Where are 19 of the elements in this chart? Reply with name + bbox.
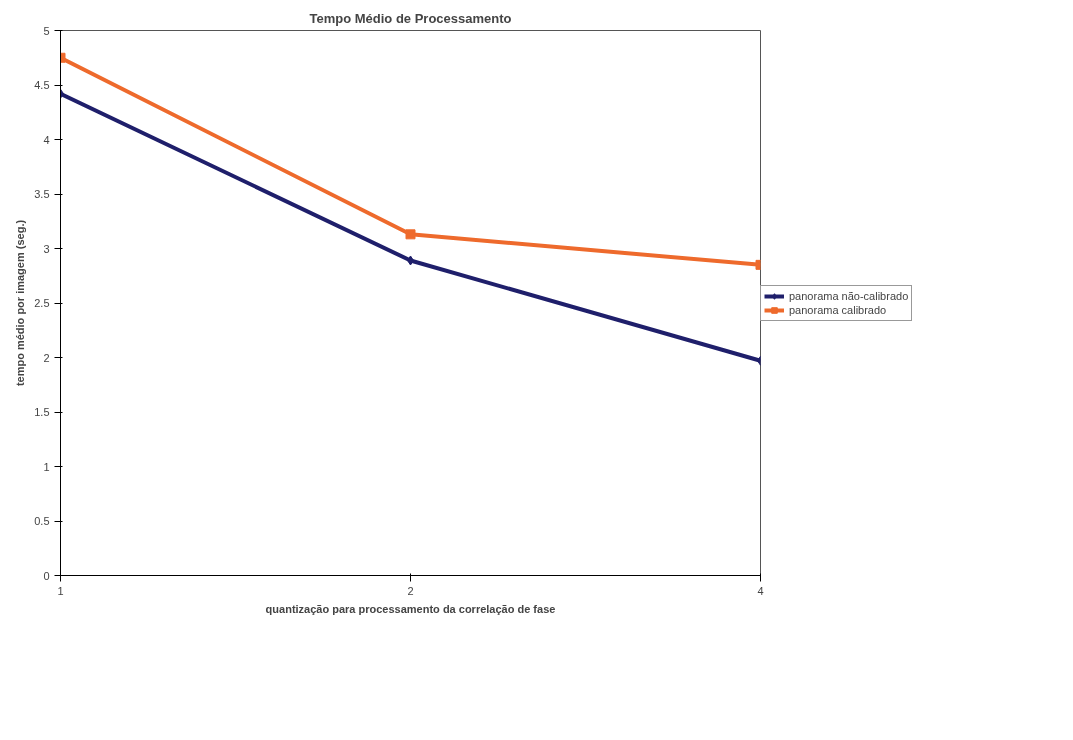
legend-label: panorama não-calibrado [789,288,909,303]
y-tick-label: 2 [43,351,50,364]
y-tick-label: 1 [43,460,50,473]
y-tick-label: 3 [43,242,50,255]
y-tick-label: 4.5 [34,79,50,91]
x-tick-label: 1 [57,584,64,597]
y-tick-label: 1.5 [34,406,50,418]
x-tick-label: 4 [757,584,764,597]
y-tick-label: 3.5 [34,188,50,200]
y-tick-label: 0.5 [34,515,50,527]
y-tick-label: 0 [43,569,50,582]
legend-label: panorama calibrado [789,302,887,317]
y-tick-label: 5 [43,24,50,37]
x-axis-title: quantização para processamento da correlação de fase [265,602,556,615]
y-axis-title: tempo médio por imagem (seg.) [14,219,27,387]
chart-title: Tempo Médio de Processamento [309,10,512,26]
y-tick-label: 2.5 [34,297,50,309]
y-tick-label: 4 [43,133,50,146]
x-tick-label: 2 [407,584,414,597]
